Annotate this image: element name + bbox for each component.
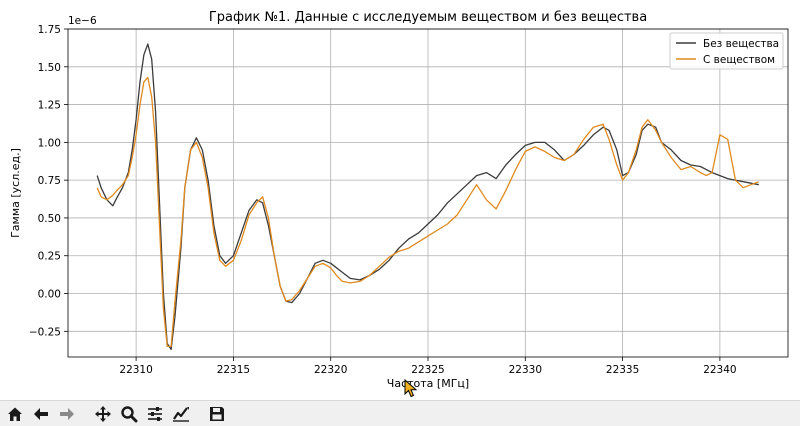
home-button[interactable] xyxy=(4,403,26,425)
x-axis-ticks: 22310 22315 22320 22325 22330 22335 22340 xyxy=(119,357,737,376)
pan-button[interactable] xyxy=(92,403,114,425)
y-axis-label: Гамма [усл.ед.] xyxy=(9,148,22,238)
y-tick-label: 0.50 xyxy=(38,213,61,225)
magnifier-icon xyxy=(121,405,138,422)
y-tick-label: 1.25 xyxy=(38,100,61,112)
floppy-disk-icon xyxy=(210,406,224,421)
legend: Без вещества С веществом xyxy=(669,32,784,70)
y-axis-ticks: −0.25 0.00 0.25 0.50 0.75 1.00 1.25 1.50 1.75 xyxy=(29,24,68,338)
x-tick-label: 22330 xyxy=(509,364,542,376)
zoom-button[interactable] xyxy=(118,403,140,425)
x-tick-label: 22310 xyxy=(119,364,152,376)
x-tick-label: 22320 xyxy=(314,364,347,376)
chart-figure: График №1. Данные с исследуемым вещество… xyxy=(9,10,789,390)
y-tick-label: 1.00 xyxy=(38,137,61,149)
series-line-1 xyxy=(96,43,759,351)
y-tick-label: 1.75 xyxy=(38,24,61,36)
legend-box xyxy=(669,32,784,70)
series-lines xyxy=(96,43,760,351)
back-button[interactable] xyxy=(30,403,52,425)
plot-area-frame xyxy=(67,28,789,358)
x-tick-label: 22325 xyxy=(411,364,444,376)
arrow-left-icon xyxy=(34,407,48,420)
configure-subplots-button[interactable] xyxy=(144,403,166,425)
arrow-right-icon xyxy=(60,407,74,420)
sliders-icon xyxy=(148,406,162,421)
legend-label-series-1: Без вещества xyxy=(703,38,779,50)
chart-title: График №1. Данные с исследуемым вещество… xyxy=(209,10,647,25)
x-tick-label: 22340 xyxy=(703,364,736,376)
y-tick-label: 1.50 xyxy=(38,62,61,74)
move-icon xyxy=(95,405,111,422)
navigation-toolbar xyxy=(0,400,800,426)
y-tick-label: 0.00 xyxy=(38,289,61,301)
home-icon xyxy=(8,407,22,421)
x-tick-label: 22335 xyxy=(606,364,639,376)
grid-lines xyxy=(68,28,788,357)
y-tick-label: 0.75 xyxy=(38,175,61,187)
mouse-cursor-icon xyxy=(404,379,418,398)
y-offset-label: 1e−6 xyxy=(68,15,97,27)
series-line-2 xyxy=(96,76,760,348)
forward-button[interactable] xyxy=(56,403,78,425)
save-button[interactable] xyxy=(206,403,228,425)
y-tick-label: 0.25 xyxy=(38,251,61,263)
y-tick-label: −0.25 xyxy=(29,326,61,338)
x-axis-label: Частота [МГц] xyxy=(387,377,469,390)
edit-axis-button[interactable] xyxy=(170,403,192,425)
line-chart-icon xyxy=(173,406,189,422)
x-tick-label: 22315 xyxy=(217,364,250,376)
legend-label-series-2: С веществом xyxy=(703,54,775,66)
